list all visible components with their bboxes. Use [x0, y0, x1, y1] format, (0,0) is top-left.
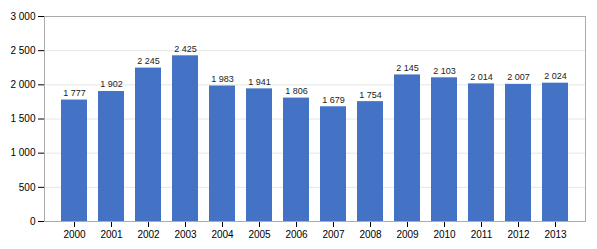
svg-text:2 500: 2 500 [10, 45, 35, 56]
svg-text:2001: 2001 [100, 229, 123, 240]
svg-text:2006: 2006 [285, 229, 308, 240]
svg-text:2005: 2005 [248, 229, 271, 240]
svg-text:2 014: 2 014 [470, 72, 493, 82]
svg-text:2003: 2003 [174, 229, 197, 240]
svg-text:2007: 2007 [322, 229, 345, 240]
svg-text:1 500: 1 500 [10, 113, 35, 124]
svg-text:2010: 2010 [433, 229, 456, 240]
svg-text:1 806: 1 806 [285, 86, 308, 96]
svg-text:3 000: 3 000 [10, 11, 35, 22]
svg-text:2008: 2008 [359, 229, 382, 240]
svg-text:2004: 2004 [211, 229, 234, 240]
svg-text:1 902: 1 902 [100, 79, 123, 89]
svg-text:1 777: 1 777 [63, 88, 86, 98]
svg-text:2 103: 2 103 [433, 66, 456, 76]
svg-text:2009: 2009 [396, 229, 419, 240]
svg-text:2 024: 2 024 [544, 71, 567, 81]
svg-text:1 941: 1 941 [248, 77, 271, 87]
svg-text:2 145: 2 145 [396, 63, 419, 73]
svg-text:2 000: 2 000 [10, 79, 35, 90]
svg-text:1 983: 1 983 [211, 74, 234, 84]
svg-text:1 754: 1 754 [359, 90, 382, 100]
svg-text:0: 0 [30, 216, 36, 227]
svg-text:2002: 2002 [137, 229, 160, 240]
svg-text:2 425: 2 425 [174, 44, 197, 54]
svg-text:2000: 2000 [63, 229, 86, 240]
svg-text:1 679: 1 679 [322, 95, 345, 105]
svg-text:2012: 2012 [507, 229, 530, 240]
svg-text:1 000: 1 000 [10, 147, 35, 158]
svg-text:2 007: 2 007 [507, 72, 530, 82]
svg-text:2013: 2013 [544, 229, 567, 240]
svg-text:2 245: 2 245 [137, 56, 160, 66]
svg-text:500: 500 [19, 182, 36, 193]
svg-text:2011: 2011 [471, 229, 493, 240]
